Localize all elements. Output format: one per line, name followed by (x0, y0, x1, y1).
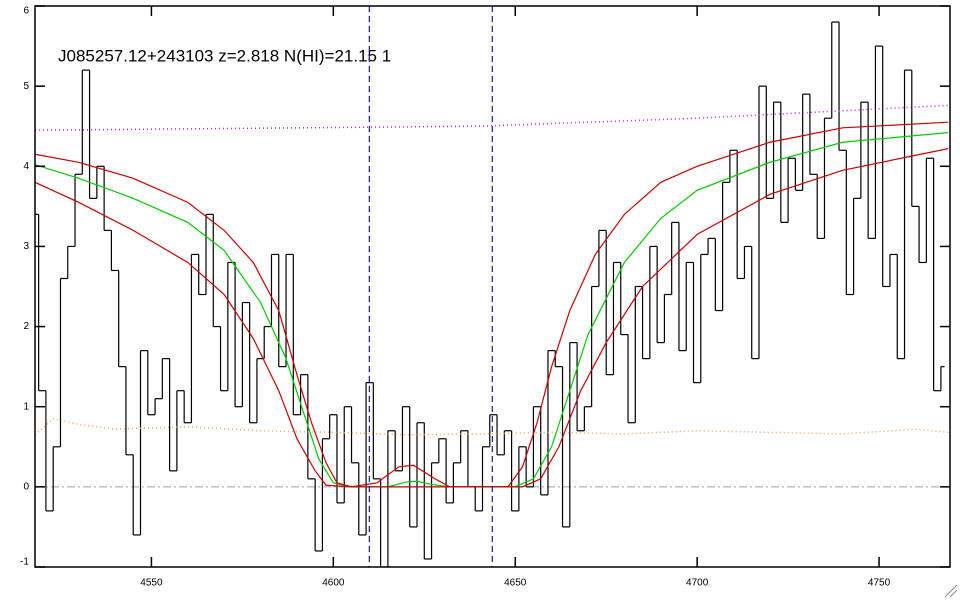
x-tick-label: 4700 (686, 578, 709, 589)
dotted-curve (35, 417, 949, 436)
y-tick-label: 1 (23, 401, 29, 412)
y-tick-label: 6 (23, 6, 29, 17)
resize-icon (944, 584, 958, 598)
y-tick-label: 0 (23, 481, 29, 492)
model-curve (35, 132, 949, 488)
plot-area (35, 6, 950, 567)
x-tick-label: 4750 (868, 578, 891, 589)
y-tick-label: 5 (23, 81, 29, 92)
x-tick-label: 4650 (504, 578, 527, 589)
plot-frame (34, 5, 951, 568)
y-tick-label: -1 (20, 557, 29, 568)
model-curve (35, 121, 949, 488)
x-tick-label: 4550 (140, 578, 163, 589)
model-curve (35, 148, 949, 488)
x-tick-label: 4600 (322, 578, 345, 589)
chart-title: J085257.12+243103 z=2.818 N(HI)=21.15 1 (58, 46, 391, 65)
y-tick-label: 4 (23, 161, 29, 172)
y-tick-label: 2 (23, 321, 29, 332)
y-tick-label: 3 (23, 241, 29, 252)
